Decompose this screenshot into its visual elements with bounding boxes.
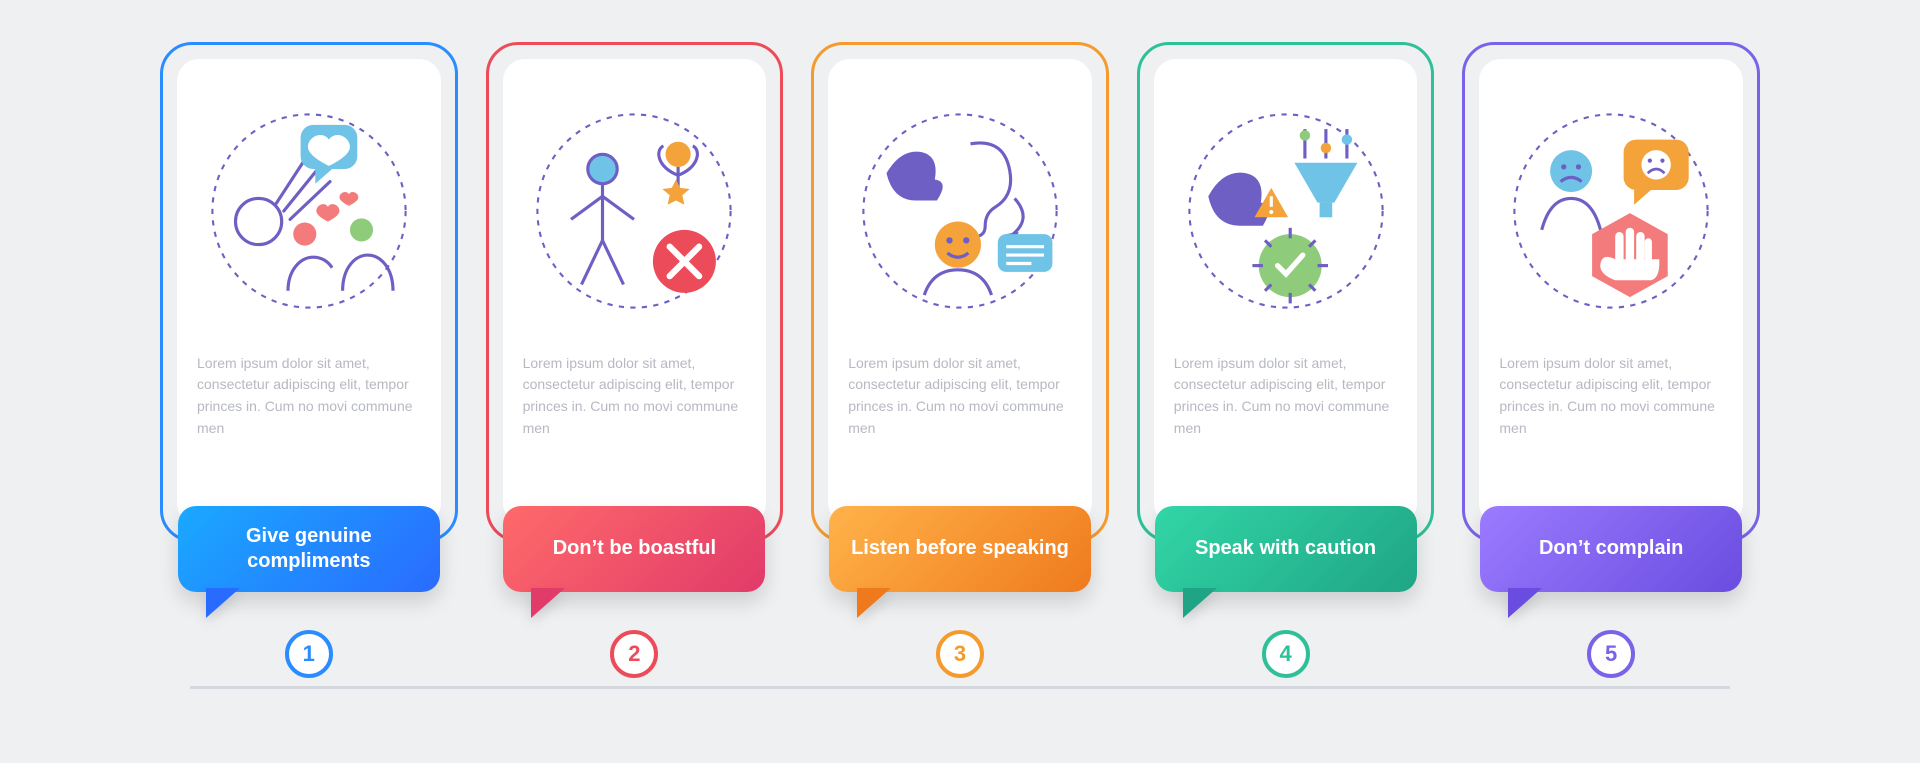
- step-card-inner: Lorem ipsum dolor sit amet, consectetur …: [503, 59, 767, 525]
- step-title: Don’t be boastful: [553, 536, 716, 560]
- step-title-bubble: Speak with caution: [1155, 506, 1417, 592]
- step-desc: Lorem ipsum dolor sit amet, consectetur …: [1174, 353, 1398, 440]
- bubble-tail-icon: [1508, 588, 1542, 618]
- step-2: Lorem ipsum dolor sit amet, consectetur …: [486, 42, 784, 722]
- steps-row: Lorem ipsum dolor sit amet, consectetur …: [160, 42, 1760, 722]
- step-3: Lorem ipsum dolor sit amet, consectetur …: [811, 42, 1109, 722]
- step-desc: Lorem ipsum dolor sit amet, consectetur …: [848, 353, 1072, 440]
- step-card-inner: Lorem ipsum dolor sit amet, consectetur …: [828, 59, 1092, 525]
- step-number-badge: 4: [1262, 630, 1310, 678]
- step-title-bubble: Don’t complain: [1480, 506, 1742, 592]
- bubble-tail-icon: [531, 588, 565, 618]
- step-title-bubble: Give genuine compliments: [178, 506, 440, 592]
- step-card: Lorem ipsum dolor sit amet, consectetur …: [1137, 42, 1435, 542]
- step-title: Speak with caution: [1195, 536, 1376, 560]
- step-number-badge: 1: [285, 630, 333, 678]
- step-card-inner: Lorem ipsum dolor sit amet, consectetur …: [1479, 59, 1743, 525]
- step-title-bubble: Don’t be boastful: [503, 506, 765, 592]
- bubble-tail-icon: [857, 588, 891, 618]
- bubble-tail-icon: [206, 588, 240, 618]
- complain-icon: [1499, 81, 1723, 341]
- step-1: Lorem ipsum dolor sit amet, consectetur …: [160, 42, 458, 722]
- step-number-badge: 5: [1587, 630, 1635, 678]
- step-number-badge: 2: [610, 630, 658, 678]
- step-title: Don’t complain: [1539, 536, 1683, 560]
- step-4: Lorem ipsum dolor sit amet, consectetur …: [1137, 42, 1435, 722]
- step-desc: Lorem ipsum dolor sit amet, consectetur …: [197, 353, 421, 440]
- step-card: Lorem ipsum dolor sit amet, consectetur …: [486, 42, 784, 542]
- listen-icon: [848, 81, 1072, 341]
- caution-icon: [1174, 81, 1398, 341]
- step-number-badge: 3: [936, 630, 984, 678]
- step-title: Give genuine compliments: [196, 524, 422, 573]
- step-title-bubble: Listen before speaking: [829, 506, 1091, 592]
- step-5: Lorem ipsum dolor sit amet, consectetur …: [1462, 42, 1760, 722]
- step-card-inner: Lorem ipsum dolor sit amet, consectetur …: [177, 59, 441, 525]
- bubble-tail-icon: [1183, 588, 1217, 618]
- step-title: Listen before speaking: [851, 536, 1069, 560]
- step-card: Lorem ipsum dolor sit amet, consectetur …: [160, 42, 458, 542]
- step-card: Lorem ipsum dolor sit amet, consectetur …: [811, 42, 1109, 542]
- boastful-icon: [523, 81, 747, 341]
- step-card: Lorem ipsum dolor sit amet, consectetur …: [1462, 42, 1760, 542]
- step-card-inner: Lorem ipsum dolor sit amet, consectetur …: [1154, 59, 1418, 525]
- step-desc: Lorem ipsum dolor sit amet, consectetur …: [523, 353, 747, 440]
- infographic-stage: Lorem ipsum dolor sit amet, consectetur …: [160, 42, 1760, 722]
- step-desc: Lorem ipsum dolor sit amet, consectetur …: [1499, 353, 1723, 440]
- compliments-icon: [197, 81, 421, 341]
